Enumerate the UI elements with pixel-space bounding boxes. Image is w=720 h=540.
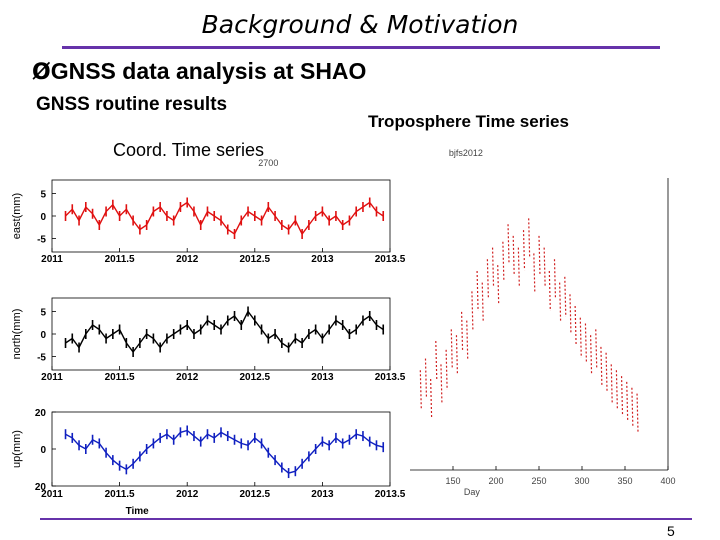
- data-point: [522, 230, 526, 271]
- data-point: [512, 235, 515, 276]
- y-tick-label: 0: [40, 212, 46, 223]
- data-point: [548, 270, 551, 311]
- data-point: [471, 291, 474, 332]
- data-point: [476, 270, 479, 311]
- data-point: [553, 259, 557, 300]
- data-point: [610, 364, 613, 405]
- data-point: [600, 346, 603, 387]
- data-point: [579, 317, 582, 358]
- north-y-axis-label: north(mm): [11, 309, 23, 360]
- tropo-panel-title: bjfs2012: [449, 148, 483, 158]
- bullet-heading: ØGNSS data analysis at SHAO: [32, 58, 366, 85]
- data-point: [491, 247, 495, 288]
- data-point: [595, 329, 598, 370]
- data-point: [424, 358, 428, 399]
- data-point: [574, 305, 577, 347]
- data-point: [440, 364, 443, 405]
- data-point: [445, 349, 448, 390]
- y-tick-label: -5: [37, 353, 46, 364]
- data-point: [538, 235, 541, 276]
- title-underline: [62, 46, 660, 49]
- data-point: [626, 381, 629, 422]
- x-tick-label: 300: [574, 476, 589, 486]
- data-point: [466, 320, 469, 361]
- x-tick-label: 250: [531, 476, 546, 486]
- slide-title: Background & Motivation: [201, 10, 519, 39]
- data-point: [507, 224, 510, 265]
- data-point: [486, 259, 489, 300]
- troposphere-heading: Troposphere Time series: [368, 112, 569, 131]
- data-point: [605, 352, 608, 393]
- y-tick-label: 20: [35, 408, 47, 419]
- x-tick-label: 200: [488, 476, 503, 486]
- x-tick-label: 2013.5: [375, 489, 406, 500]
- data-point: [620, 376, 624, 417]
- data-point: [450, 329, 453, 370]
- y-tick-label: -5: [37, 235, 46, 246]
- data-point: [461, 311, 464, 352]
- bullet-text: GNSS data analysis at SHAO: [50, 58, 367, 84]
- x-tick-label: 2012: [176, 372, 199, 383]
- data-point: [569, 294, 572, 335]
- data-point: [517, 247, 520, 288]
- x-tick-label: 2011: [41, 372, 63, 383]
- data-point: [419, 370, 422, 411]
- x-tick-label: 2013: [311, 372, 334, 383]
- panel-title: 2700: [258, 158, 278, 168]
- data-point: [584, 323, 588, 364]
- x-tick-label: 2011.5: [105, 254, 135, 265]
- x-tick-label: 2012.5: [240, 254, 271, 265]
- coord-series-label: Coord. Time series: [113, 140, 265, 160]
- footer-rule: [40, 518, 692, 520]
- x-tick-label: 2013.5: [375, 372, 406, 383]
- y-tick-label: 0: [40, 445, 46, 456]
- x-tick-label: 150: [445, 476, 460, 486]
- data-point: [481, 282, 484, 323]
- data-point: [631, 387, 634, 428]
- x-tick-label: 2013: [311, 489, 334, 500]
- x-tick-label: 2013: [311, 254, 334, 265]
- up-series-line: [65, 429, 384, 474]
- data-point: [564, 276, 567, 317]
- x-tick-label: 2011.5: [105, 489, 135, 500]
- y-tick-label: 5: [40, 308, 46, 319]
- x-tick-label: 2011: [41, 489, 63, 500]
- data-point: [435, 341, 438, 382]
- east-series-line: [65, 201, 384, 236]
- y-tick-label: 5: [40, 190, 46, 201]
- routine-results-heading: GNSS routine results: [36, 94, 228, 115]
- x-axis-label: Time: [126, 506, 150, 517]
- x-tick-label: 350: [617, 476, 632, 486]
- east-y-axis-label: east(mm): [11, 193, 23, 239]
- x-tick-label: 2013.5: [375, 254, 406, 265]
- data-point: [543, 247, 546, 288]
- x-tick-label: 2011.5: [105, 372, 135, 383]
- data-point: [636, 393, 639, 434]
- data-point: [430, 378, 433, 420]
- x-tick-label: 2012.5: [240, 372, 271, 383]
- up-y-axis-label: up(mm): [11, 430, 23, 468]
- x-tick-label: 2011: [41, 254, 63, 265]
- data-point: [502, 241, 505, 282]
- data-point: [455, 335, 459, 376]
- x-tick-label: 2012: [176, 254, 199, 265]
- page-number: 5: [667, 523, 675, 539]
- north-series-line: [65, 310, 384, 354]
- data-point: [528, 218, 531, 259]
- data-point: [533, 253, 536, 294]
- x-tick-label: 400: [660, 476, 675, 486]
- x-tick-label: 2012.5: [240, 489, 271, 500]
- data-point: [559, 282, 562, 323]
- data-point: [590, 335, 593, 376]
- tropo-x-axis-label: Day: [464, 487, 481, 497]
- data-point: [615, 370, 618, 411]
- bullet-arrow-icon: Ø: [32, 60, 51, 85]
- y-tick-label: 20: [35, 482, 47, 493]
- data-point: [497, 265, 500, 306]
- y-tick-label: 0: [40, 330, 46, 341]
- x-tick-label: 2012: [176, 489, 199, 500]
